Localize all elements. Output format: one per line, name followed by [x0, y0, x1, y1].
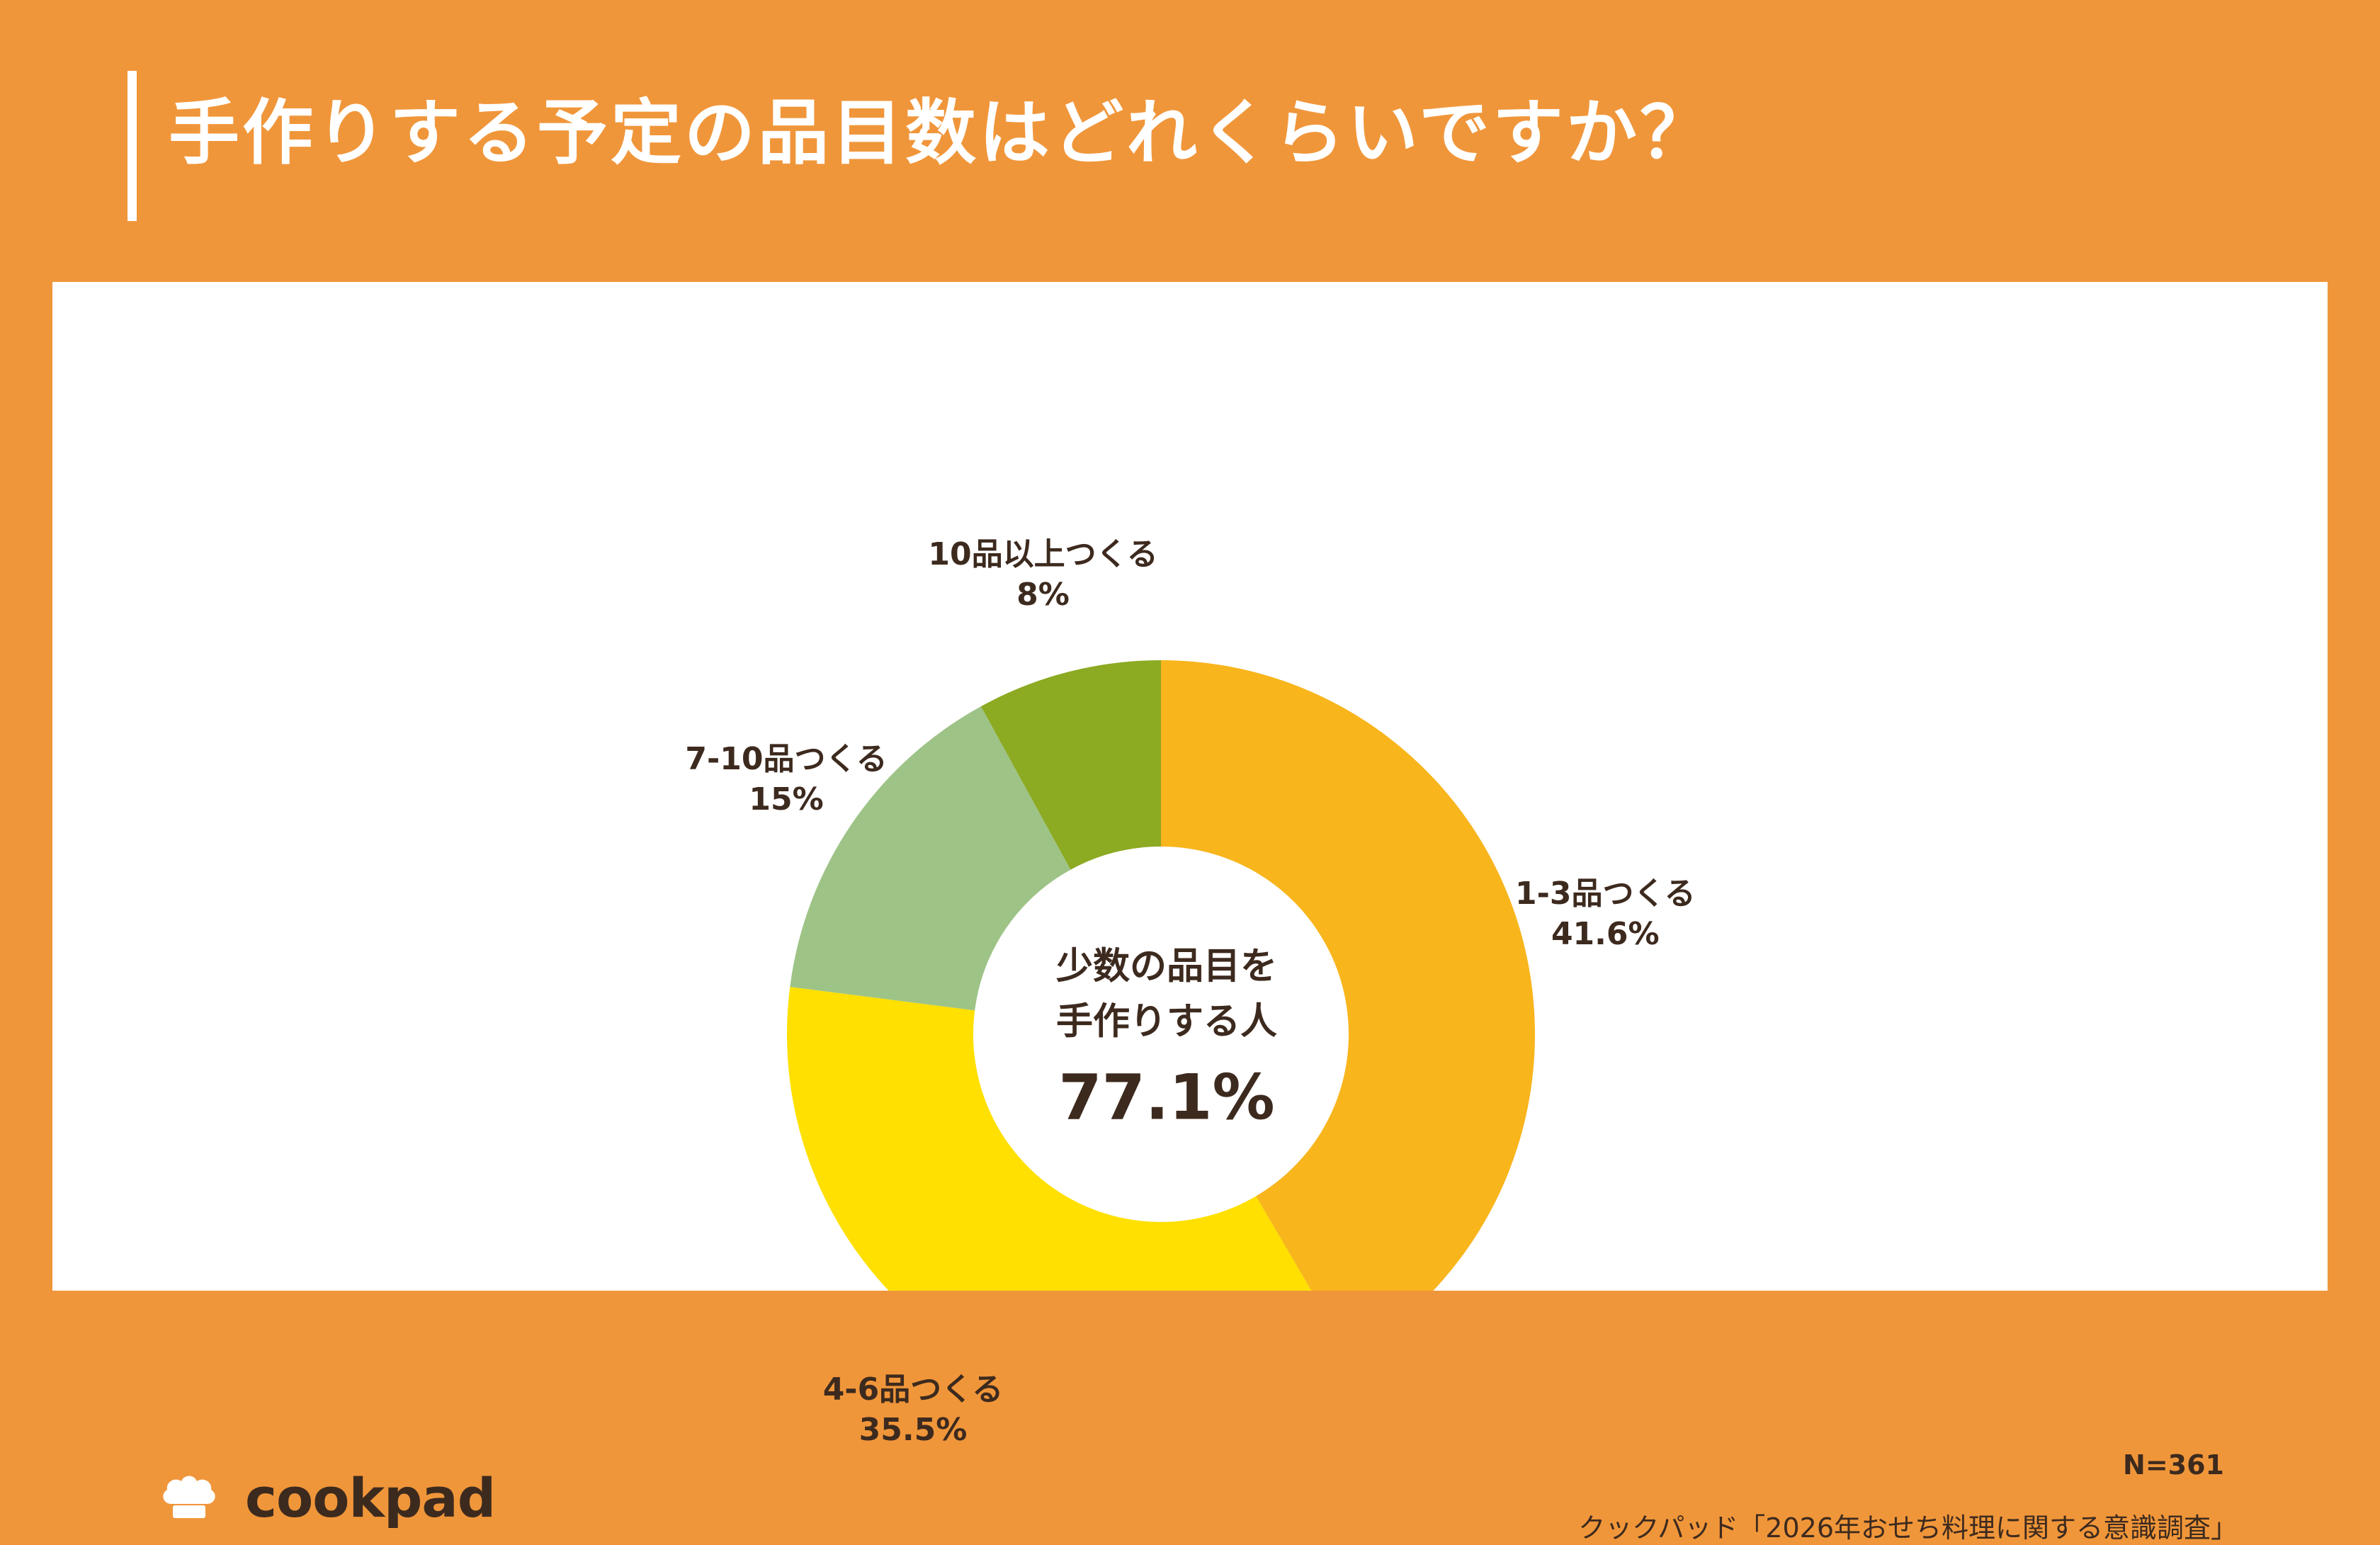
chef-hat-icon: [146, 1454, 232, 1541]
segment-value: 35.5%: [858, 1411, 968, 1448]
segment-label-1-3: 1-3品つくる 41.6%: [1515, 873, 1696, 953]
segment-7-10: [790, 706, 1071, 1011]
segment-4-6: [787, 987, 1312, 1291]
sample-size: N=361: [2123, 1449, 2224, 1481]
center-label-line-1: 少数の品目を: [1055, 945, 1278, 988]
segment-1-3: [1161, 660, 1536, 1291]
donut-chart: [787, 660, 1536, 1291]
segment-label-4-6: 4-6品つくる 35.5%: [823, 1369, 1004, 1450]
segment-value: 8%: [1016, 577, 1070, 613]
chart-card: 1-3品つくる 41.6% 4-6品つくる 35.5% 7-10品つくる 15%…: [52, 282, 2328, 1544]
segment-category: 10品以上つくる: [928, 536, 1158, 572]
segment-value: 41.6%: [1551, 915, 1660, 952]
segment-label-7-10: 7-10品つくる 15%: [685, 739, 887, 820]
segment-label-10-plus: 10品以上つくる 8%: [928, 534, 1157, 615]
center-value: 77.1%: [1058, 1060, 1275, 1134]
segment-category: 7-10品つくる: [685, 740, 888, 777]
segment-value: 15%: [749, 781, 824, 817]
segment-category: 4-6品つくる: [822, 1371, 1004, 1408]
donut-center-summary: 少数の品目を 手作りする人 77.1%: [1056, 939, 1277, 1141]
cookpad-logo: cookpad: [146, 1454, 496, 1541]
logo-text: cookpad: [245, 1466, 496, 1529]
page-title: 手作りする予定の品目数はどれくらいですか？: [169, 91, 1713, 174]
center-label-line-2: 手作りする人: [1055, 1000, 1278, 1043]
source-note: クックパッド「2026年おせち料理に関する意識調査」: [1578, 1512, 2238, 1544]
title-accent-bar: [128, 71, 137, 221]
segment-10-plus: [980, 660, 1161, 870]
segment-category: 1-3品つくる: [1514, 875, 1696, 912]
